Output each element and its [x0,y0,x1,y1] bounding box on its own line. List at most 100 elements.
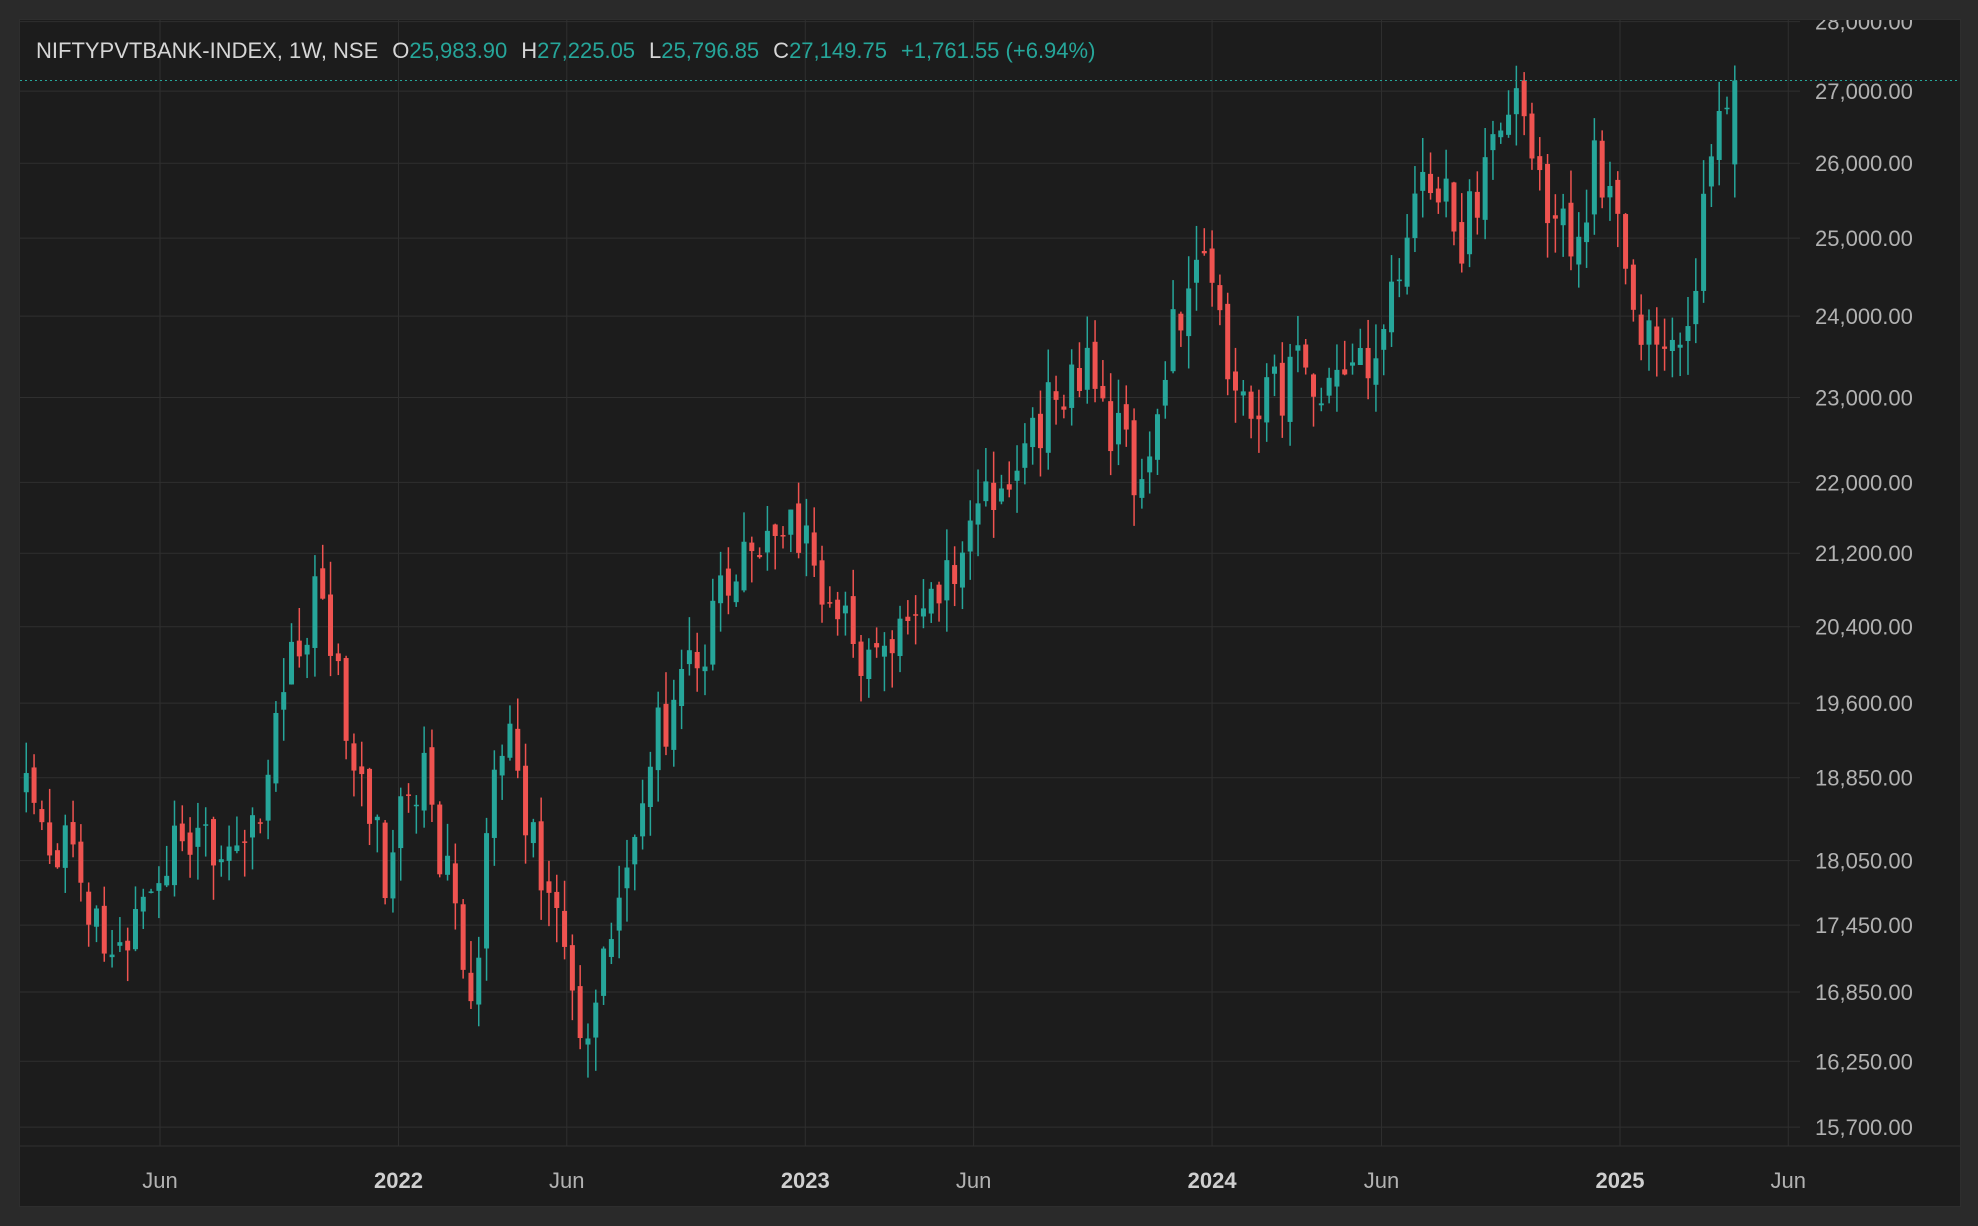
candle [1669,317,1675,378]
symbol-label: NIFTYPVTBANK-INDEX, 1W, NSE [36,38,379,63]
candle [640,779,646,850]
candle-body [1123,404,1129,430]
candle [1154,408,1160,475]
candle [1685,296,1691,375]
candle-body [1716,110,1722,160]
candle-body [367,768,373,824]
candle-body [1545,163,1551,224]
candle-body [608,939,614,957]
candle-body [164,875,170,886]
candle-body [1264,377,1270,423]
candle [515,698,521,779]
candle [359,741,365,807]
candle-body [1552,215,1558,219]
candle-body [850,596,856,645]
candle [1022,423,1028,485]
x-tick-label: 2022 [374,1168,423,1193]
candle-body [788,509,794,535]
candle [1326,367,1332,404]
candle [179,805,185,852]
candle-body [741,541,747,591]
candle-body [959,552,965,588]
candle [1264,363,1270,442]
candle-body [320,568,326,599]
candle-body [1630,264,1636,310]
candle [1513,65,1519,146]
candle [1545,154,1551,258]
candle-body [733,581,739,603]
candle [367,767,373,846]
candle-body [140,896,146,912]
candle [1412,166,1418,253]
candle [1646,309,1652,371]
candle-body [1638,314,1644,345]
candle [250,807,256,870]
candle-body [1240,391,1246,396]
y-tick-label: 19,600.00 [1815,691,1913,716]
candle [952,546,958,607]
candle [562,880,568,960]
candle [109,929,115,968]
high-label: H [521,38,538,63]
candle-body [538,821,544,891]
candle [647,751,653,836]
candle-body [1076,368,1082,392]
candle [460,899,466,979]
candle [39,800,45,831]
candle-body [1232,371,1238,391]
candle-body [1591,140,1597,215]
candle [608,922,614,965]
candle [328,561,334,677]
candle [1623,213,1629,285]
candle-body [1724,107,1730,110]
candle [187,817,193,878]
candle-body [1084,347,1090,390]
candle [491,750,497,866]
candle [881,632,887,692]
candle-body [671,699,677,750]
candle-body [1201,251,1207,254]
candle [257,818,263,834]
candle [585,1023,591,1078]
candle [1318,387,1324,412]
y-tick-label: 16,250.00 [1815,1049,1913,1074]
candle [398,787,404,881]
candle [1443,149,1449,218]
candle-body [655,707,661,771]
candle [959,541,965,610]
candle-body [1396,279,1402,282]
candle [920,579,926,629]
candle [1201,228,1207,256]
candle-body [1045,382,1051,453]
candle-body [647,766,653,807]
candle-body [663,703,669,747]
candle-body [1014,470,1020,481]
candle-body [1646,320,1652,345]
change-value: +1,761.55 (+6.94%) [900,38,1096,63]
candle [1287,343,1293,446]
candle [1428,152,1434,200]
candle [1693,258,1699,344]
candle-body [257,822,263,824]
candle [1591,118,1597,235]
candle-body [203,824,209,826]
y-tick-label: 23,000.00 [1815,385,1913,410]
candle [1061,394,1067,419]
candle-body [1482,157,1488,220]
candle [1076,342,1082,398]
candle [1053,375,1059,425]
candlestick-chart[interactable]: 29,000.0028,000.0027,000.0026,000.0025,0… [20,20,1960,1206]
candle-body [897,618,903,657]
candle [1498,122,1504,144]
x-tick-label: Jun [1364,1168,1399,1193]
candle-body [234,845,240,852]
candle [86,882,92,947]
candle [1178,311,1184,347]
chart-panel[interactable]: 29,000.0028,000.0027,000.0026,000.0025,0… [19,19,1961,1207]
candle-body [491,769,497,838]
candle-body [374,816,380,821]
candle [1014,445,1020,513]
candle-body [47,822,53,856]
candle [132,886,138,952]
candle-body [881,645,887,657]
